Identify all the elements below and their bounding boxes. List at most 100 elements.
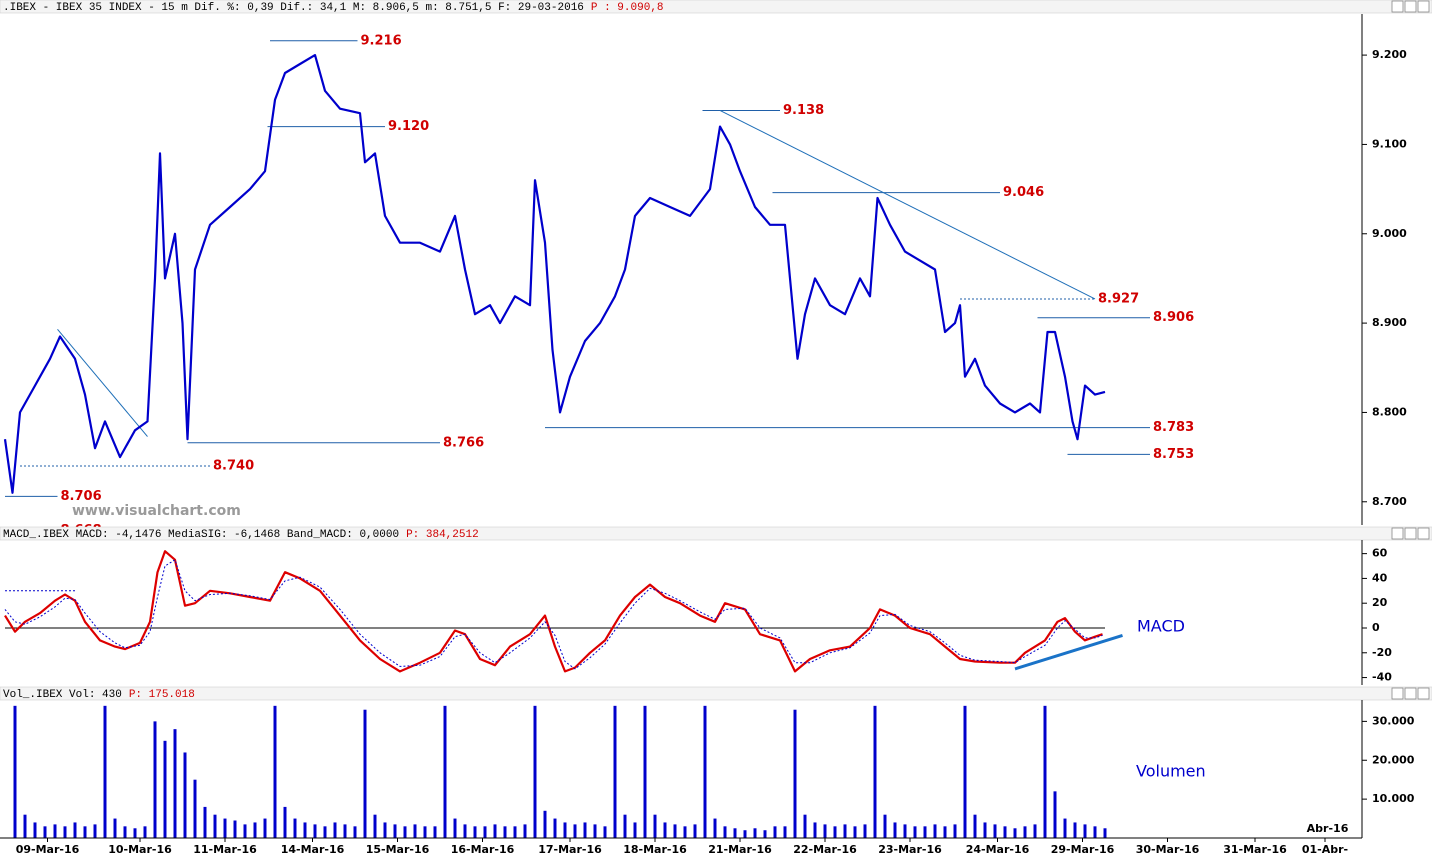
volume-bar <box>853 826 857 838</box>
volume-bar <box>133 828 137 838</box>
volume-bar <box>413 824 417 838</box>
x-tick-label: 17-Mar-16 <box>538 843 602 856</box>
level-label: 8.906 <box>1153 310 1194 325</box>
volume-bar <box>263 818 267 838</box>
panel-title: .IBEX - IBEX 35 INDEX - 15 m Dif. %: 0,3… <box>3 2 664 14</box>
volume-bar <box>433 826 437 838</box>
volume-bar <box>913 826 917 838</box>
window-button[interactable] <box>1417 0 1430 13</box>
volume-bar <box>563 822 567 838</box>
volume-bar <box>143 826 147 838</box>
volume-bar <box>53 824 57 838</box>
panel-header <box>0 686 1432 701</box>
window-button[interactable] <box>1404 0 1417 13</box>
volume-bar <box>983 822 987 838</box>
x-tick-label: 01-Abr- <box>1302 843 1348 856</box>
volume-bar <box>103 705 107 838</box>
panel-title: MACD_.IBEX MACD: -4,1476 MediaSIG: -6,14… <box>3 529 479 541</box>
volume-bar <box>843 824 847 838</box>
x-tick-label: 22-Mar-16 <box>793 843 857 856</box>
window-button[interactable] <box>1391 687 1404 700</box>
volume-bar <box>1073 822 1077 838</box>
volume-bar <box>13 705 17 838</box>
panel-title-value: P : 9.090,8 <box>591 2 664 14</box>
volume-bar <box>523 824 527 838</box>
volume-bar <box>753 828 757 838</box>
volume-bar <box>643 705 647 838</box>
volume-bar <box>443 705 447 838</box>
volume-bar <box>293 818 297 838</box>
panel-annotation: Volumen <box>1136 762 1206 781</box>
volume-bar <box>233 820 237 838</box>
volume-bar <box>243 824 247 838</box>
y-tick-label: 8.900 <box>1372 316 1407 329</box>
volume-bar <box>1083 824 1087 838</box>
y-tick-label: 40 <box>1372 571 1388 584</box>
watermark: www.visualchart.com <box>72 503 241 519</box>
y-tick-label: 9.000 <box>1372 227 1407 240</box>
y-tick-label: 9.200 <box>1372 48 1407 61</box>
panel-title-text: Vol_.IBEX Vol: 430 <box>3 689 122 701</box>
volume-bar <box>333 822 337 838</box>
volume-bar <box>1063 818 1067 838</box>
volume-bar <box>1023 826 1027 838</box>
level-label: 9.138 <box>783 103 824 118</box>
x-tick-label: 10-Mar-16 <box>108 843 172 856</box>
y-tick-label: 8.700 <box>1372 495 1407 508</box>
volume-bar <box>83 826 87 838</box>
volume-bar <box>343 824 347 838</box>
volume-bar <box>783 826 787 838</box>
volume-bar <box>63 826 67 838</box>
volume-bar <box>733 828 737 838</box>
volume-bar <box>1093 826 1097 838</box>
volume-bar <box>113 818 117 838</box>
volume-bar <box>483 826 487 838</box>
level-label: 8.927 <box>1098 291 1139 306</box>
level-label: 8.753 <box>1153 447 1194 462</box>
volume-bar <box>223 818 227 838</box>
volume-bar <box>283 806 287 838</box>
volume-bar <box>813 822 817 838</box>
window-button[interactable] <box>1404 687 1417 700</box>
volume-bar <box>163 740 167 838</box>
volume-bar <box>973 814 977 838</box>
volume-bar <box>633 822 637 838</box>
series-line <box>4 550 1103 673</box>
panel-title-value: P: 175.018 <box>129 689 195 701</box>
x-tick-label: 31-Mar-16 <box>1223 843 1287 856</box>
volume-bar <box>23 814 27 838</box>
window-button[interactable] <box>1391 0 1404 13</box>
volume-bar <box>253 822 257 838</box>
window-button[interactable] <box>1417 527 1430 540</box>
series-line <box>4 559 1103 670</box>
volume-bar <box>533 705 537 838</box>
volume-bar <box>363 709 367 838</box>
volume-bar <box>863 824 867 838</box>
volume-bar <box>763 830 767 838</box>
volume-bar <box>613 705 617 838</box>
volume-bar <box>93 824 97 838</box>
x-tick-label: 23-Mar-16 <box>878 843 942 856</box>
window-button[interactable] <box>1417 687 1430 700</box>
volume-bar <box>953 824 957 838</box>
x-tick-label: 09-Mar-16 <box>16 843 80 856</box>
volume-bar <box>823 824 827 838</box>
window-button[interactable] <box>1391 527 1404 540</box>
volume-bar <box>1103 828 1107 838</box>
y-tick-label: 30.000 <box>1372 714 1415 727</box>
volume-bar <box>213 814 217 838</box>
volume-bar <box>963 705 967 838</box>
level-label: 8.783 <box>1153 420 1194 435</box>
volume-bar <box>623 814 627 838</box>
series-line <box>3 54 1106 494</box>
y-tick-label: -20 <box>1372 646 1392 659</box>
panel-title-text: MACD_.IBEX MACD: -4,1476 MediaSIG: -6,14… <box>3 529 399 541</box>
window-button[interactable] <box>1404 527 1417 540</box>
panel-header <box>0 0 1432 14</box>
volume-bar <box>703 705 707 838</box>
volume-bar <box>893 822 897 838</box>
volume-bar <box>683 826 687 838</box>
volume-bar <box>43 826 47 838</box>
x-tick-label: 11-Mar-16 <box>193 843 257 856</box>
